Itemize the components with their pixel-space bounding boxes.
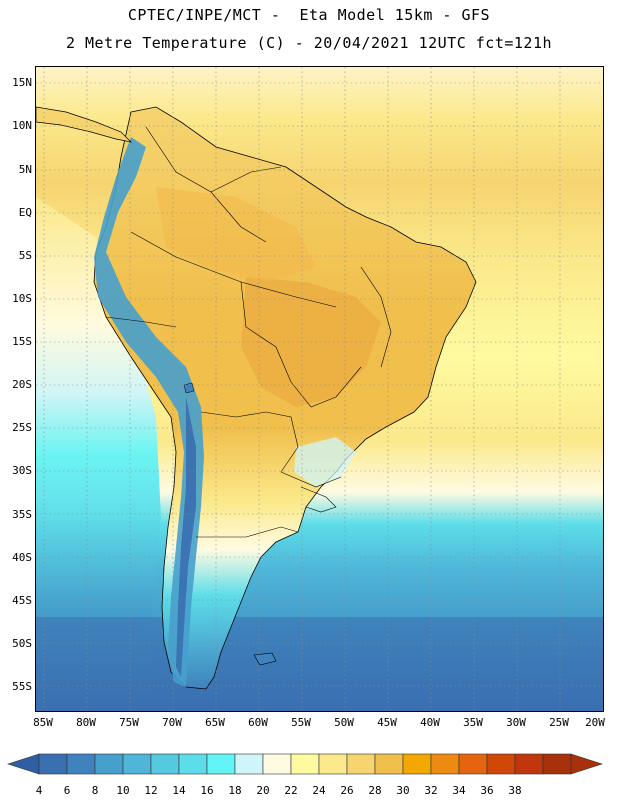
colorbar-label: 18 [228,784,241,797]
colorbar-segment [290,753,320,775]
lat-label-30s: 30S [12,464,32,477]
lat-label-55s: 55S [12,680,32,693]
lon-label-80w: 80W [76,716,96,729]
colorbar-segment [38,753,68,775]
lat-label-eq: EQ [18,206,32,219]
colorbar-segment [374,753,404,775]
colorbar-segment [542,753,572,775]
lake-titicaca [183,382,195,394]
colorbar-label: 26 [340,784,353,797]
lon-label-55w: 55W [291,716,311,729]
colorbar-segment [66,753,96,775]
colorbar-label: 6 [64,784,71,797]
lon-label-20w: 20W [585,716,605,729]
colorbar-label: 14 [172,784,186,797]
colorbar-label: 30 [396,784,409,797]
colorbar-segment [206,753,236,775]
lon-label-70w: 70W [162,716,182,729]
lon-label-35w: 35W [463,716,483,729]
colorbar-segment [122,753,152,775]
lon-label-45w: 45W [377,716,397,729]
lat-label-40s: 40S [12,551,32,564]
southern-brazil-cool-zone [294,437,356,487]
colorbar-label: 36 [480,784,493,797]
colorbar-segment [178,753,208,775]
lon-label-50w: 50W [334,716,354,729]
colorbar-segment [458,753,488,775]
central-america [36,106,133,143]
colorbar-segment [402,753,432,775]
colorbar-label: 32 [424,784,437,797]
graticule-grid [36,67,603,711]
country-borders [105,126,392,538]
lat-label-50s: 50S [12,637,32,650]
lat-label-5s: 5S [18,249,32,262]
lat-label-5n: 5N [18,163,32,176]
colorbar-label: 10 [116,784,129,797]
colorbar-segment [150,753,180,775]
lat-label-15n: 15N [12,76,32,89]
temperature-colorbar: 4 6 8 10 12 14 16 18 20 22 24 26 28 30 32 34 36 38 [7,753,603,797]
andes-cold-ridge [94,137,204,687]
colorbar-label: 34 [452,784,466,797]
lon-label-65w: 65W [205,716,225,729]
colorbar-segment [486,753,516,775]
temperature-map [35,66,604,712]
lon-label-25w: 25W [549,716,569,729]
colorbar-segment [262,753,292,775]
colorbar-segment [514,753,544,775]
colorbar-label: 12 [144,784,157,797]
colorbar-segment [318,753,348,775]
colorbar-segment [430,753,460,775]
colorbar-label: 38 [508,784,521,797]
lat-label-25s: 25S [12,421,32,434]
colorbar-segment [234,753,264,775]
colorbar-label: 24 [312,784,326,797]
lon-label-85w: 85W [33,716,53,729]
map-title-line2: 2 Metre Temperature (C) - 20/04/2021 12U… [65,34,553,52]
lat-label-35s: 35S [12,508,32,521]
lon-label-60w: 60W [248,716,268,729]
lat-label-10n: 10N [12,119,32,132]
colorbar-segment [94,753,124,775]
colorbar-label: 8 [92,784,99,797]
colorbar-label: 28 [368,784,381,797]
lat-label-10s: 10S [12,292,32,305]
lat-label-45s: 45S [12,594,32,607]
lat-label-15s: 15S [12,335,32,348]
colorbar-high-arrow [570,753,603,775]
colorbar-label: 22 [284,784,297,797]
lon-label-40w: 40W [420,716,440,729]
colorbar-label: 4 [36,784,43,797]
colorbar-label: 20 [256,784,269,797]
falkland-islands [253,652,277,666]
map-title-line1: CPTEC/INPE/MCT - Eta Model 15km - GFS [127,6,491,24]
lon-label-75w: 75W [119,716,139,729]
lon-label-30w: 30W [506,716,526,729]
colorbar-label: 16 [200,784,213,797]
southern-cold-band [36,617,603,711]
map-canvas [36,67,603,711]
andes-highest-zone [176,397,196,677]
lat-label-20s: 20S [12,378,32,391]
colorbar-low-arrow [7,753,40,775]
amazon-warm-zone [156,187,316,282]
colorbar-segment [346,753,376,775]
